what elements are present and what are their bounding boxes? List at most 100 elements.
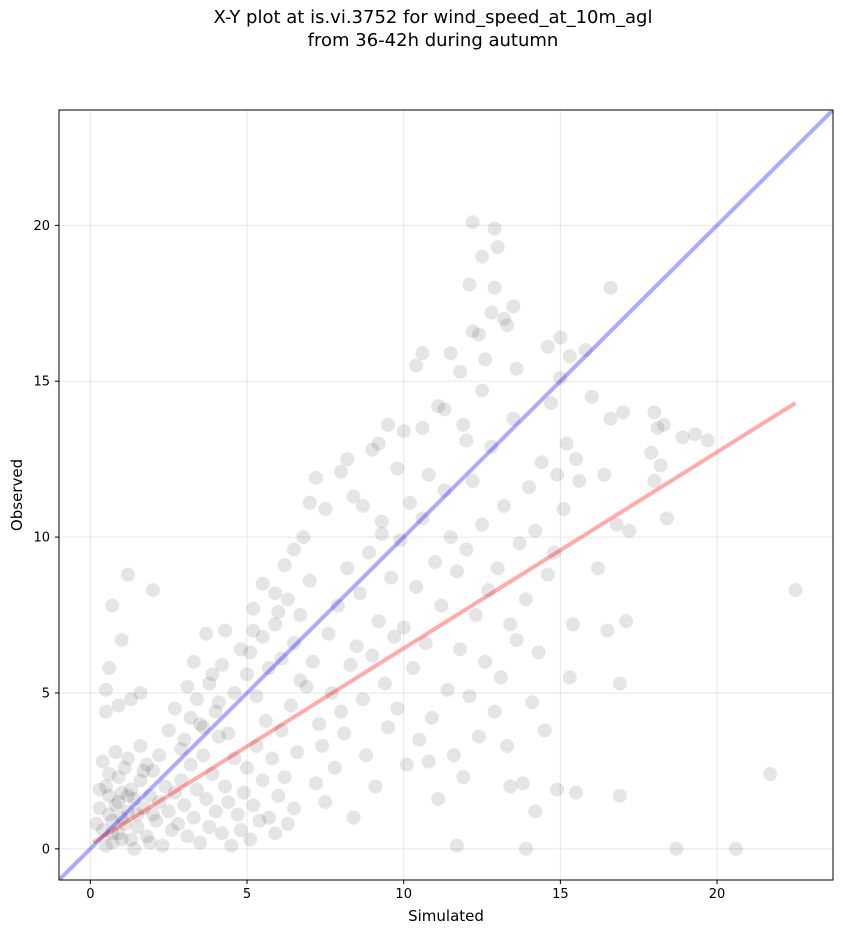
data-point <box>152 795 167 810</box>
data-point <box>114 832 129 847</box>
data-point <box>431 399 446 414</box>
data-point <box>700 433 715 448</box>
one-to-one-line <box>59 110 833 880</box>
data-point <box>268 617 283 632</box>
data-point <box>180 829 195 844</box>
data-point <box>177 798 192 813</box>
data-point <box>252 813 267 828</box>
data-point <box>428 555 443 570</box>
data-point <box>650 420 665 435</box>
data-point <box>327 760 342 775</box>
data-point <box>130 807 145 822</box>
data-point <box>503 617 518 632</box>
data-point <box>471 729 486 744</box>
data-point <box>475 383 490 398</box>
data-point <box>525 695 540 710</box>
data-point <box>493 670 508 685</box>
data-point <box>255 629 270 644</box>
data-point <box>393 533 408 548</box>
data-point <box>155 838 170 853</box>
data-point <box>381 720 396 735</box>
data-point <box>142 788 157 803</box>
data-point <box>287 542 302 557</box>
data-point <box>518 592 533 607</box>
data-point <box>230 807 245 822</box>
data-point <box>290 745 305 760</box>
data-point <box>108 745 123 760</box>
data-point <box>142 835 157 850</box>
data-point <box>124 832 139 847</box>
x-axis-label: Simulated <box>408 907 484 925</box>
data-point <box>365 648 380 663</box>
data-point <box>365 442 380 457</box>
data-point <box>443 530 458 545</box>
data-point <box>553 371 568 386</box>
data-point <box>368 779 383 794</box>
data-point <box>111 770 126 785</box>
data-point <box>465 215 480 230</box>
data-point <box>268 586 283 601</box>
data-point <box>183 710 198 725</box>
data-point <box>565 617 580 632</box>
data-point <box>211 729 226 744</box>
data-point <box>124 692 139 707</box>
data-point <box>130 820 145 835</box>
chart-title-line-2: from 36-42h during autumn <box>307 30 559 51</box>
data-point <box>406 661 421 676</box>
data-point <box>321 626 336 641</box>
data-point <box>146 763 161 778</box>
data-point <box>246 601 261 616</box>
data-point <box>547 545 562 560</box>
y-tick-label: 10 <box>33 531 50 546</box>
data-point <box>308 470 323 485</box>
data-point <box>146 583 161 598</box>
grid <box>59 110 833 880</box>
data-point <box>208 704 223 719</box>
data-point <box>302 495 317 510</box>
data-point <box>653 458 668 473</box>
data-point <box>355 498 370 513</box>
data-point <box>287 636 302 651</box>
y-tick-label: 15 <box>33 375 50 390</box>
data-point <box>246 798 261 813</box>
data-point <box>133 685 148 700</box>
data-point <box>487 280 502 295</box>
data-point <box>390 461 405 476</box>
data-point <box>240 760 255 775</box>
data-point <box>180 679 195 694</box>
data-point <box>99 704 114 719</box>
data-point <box>562 349 577 364</box>
data-point <box>271 788 286 803</box>
data-point <box>418 636 433 651</box>
data-point <box>475 517 490 532</box>
data-point <box>415 420 430 435</box>
data-point <box>603 280 618 295</box>
data-point <box>343 657 358 672</box>
data-point <box>512 536 527 551</box>
data-point <box>456 770 471 785</box>
data-point <box>346 810 361 825</box>
data-point <box>390 701 405 716</box>
data-point <box>261 810 276 825</box>
data-point <box>186 810 201 825</box>
data-point <box>214 657 229 672</box>
data-point <box>612 788 627 803</box>
data-point <box>459 433 474 448</box>
data-point <box>340 561 355 576</box>
data-point <box>280 816 295 831</box>
x-tick-label: 20 <box>709 887 726 902</box>
data-point <box>224 838 239 853</box>
data-point <box>362 545 377 560</box>
data-point <box>647 405 662 420</box>
data-point <box>114 810 129 825</box>
data-point <box>161 723 176 738</box>
data-point <box>99 682 114 697</box>
data-point <box>490 561 505 576</box>
data-points <box>89 215 803 856</box>
data-point <box>167 785 182 800</box>
data-point <box>95 823 110 838</box>
data-point <box>371 436 386 451</box>
data-point <box>490 240 505 255</box>
data-point <box>312 717 327 732</box>
data-point <box>437 483 452 498</box>
